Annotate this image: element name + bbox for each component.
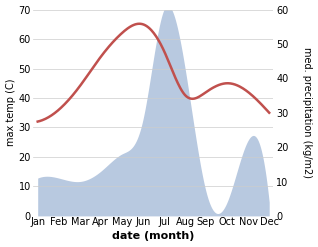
Y-axis label: med. precipitation (kg/m2): med. precipitation (kg/m2) (302, 47, 313, 178)
X-axis label: date (month): date (month) (112, 231, 195, 242)
Y-axis label: max temp (C): max temp (C) (5, 79, 16, 146)
